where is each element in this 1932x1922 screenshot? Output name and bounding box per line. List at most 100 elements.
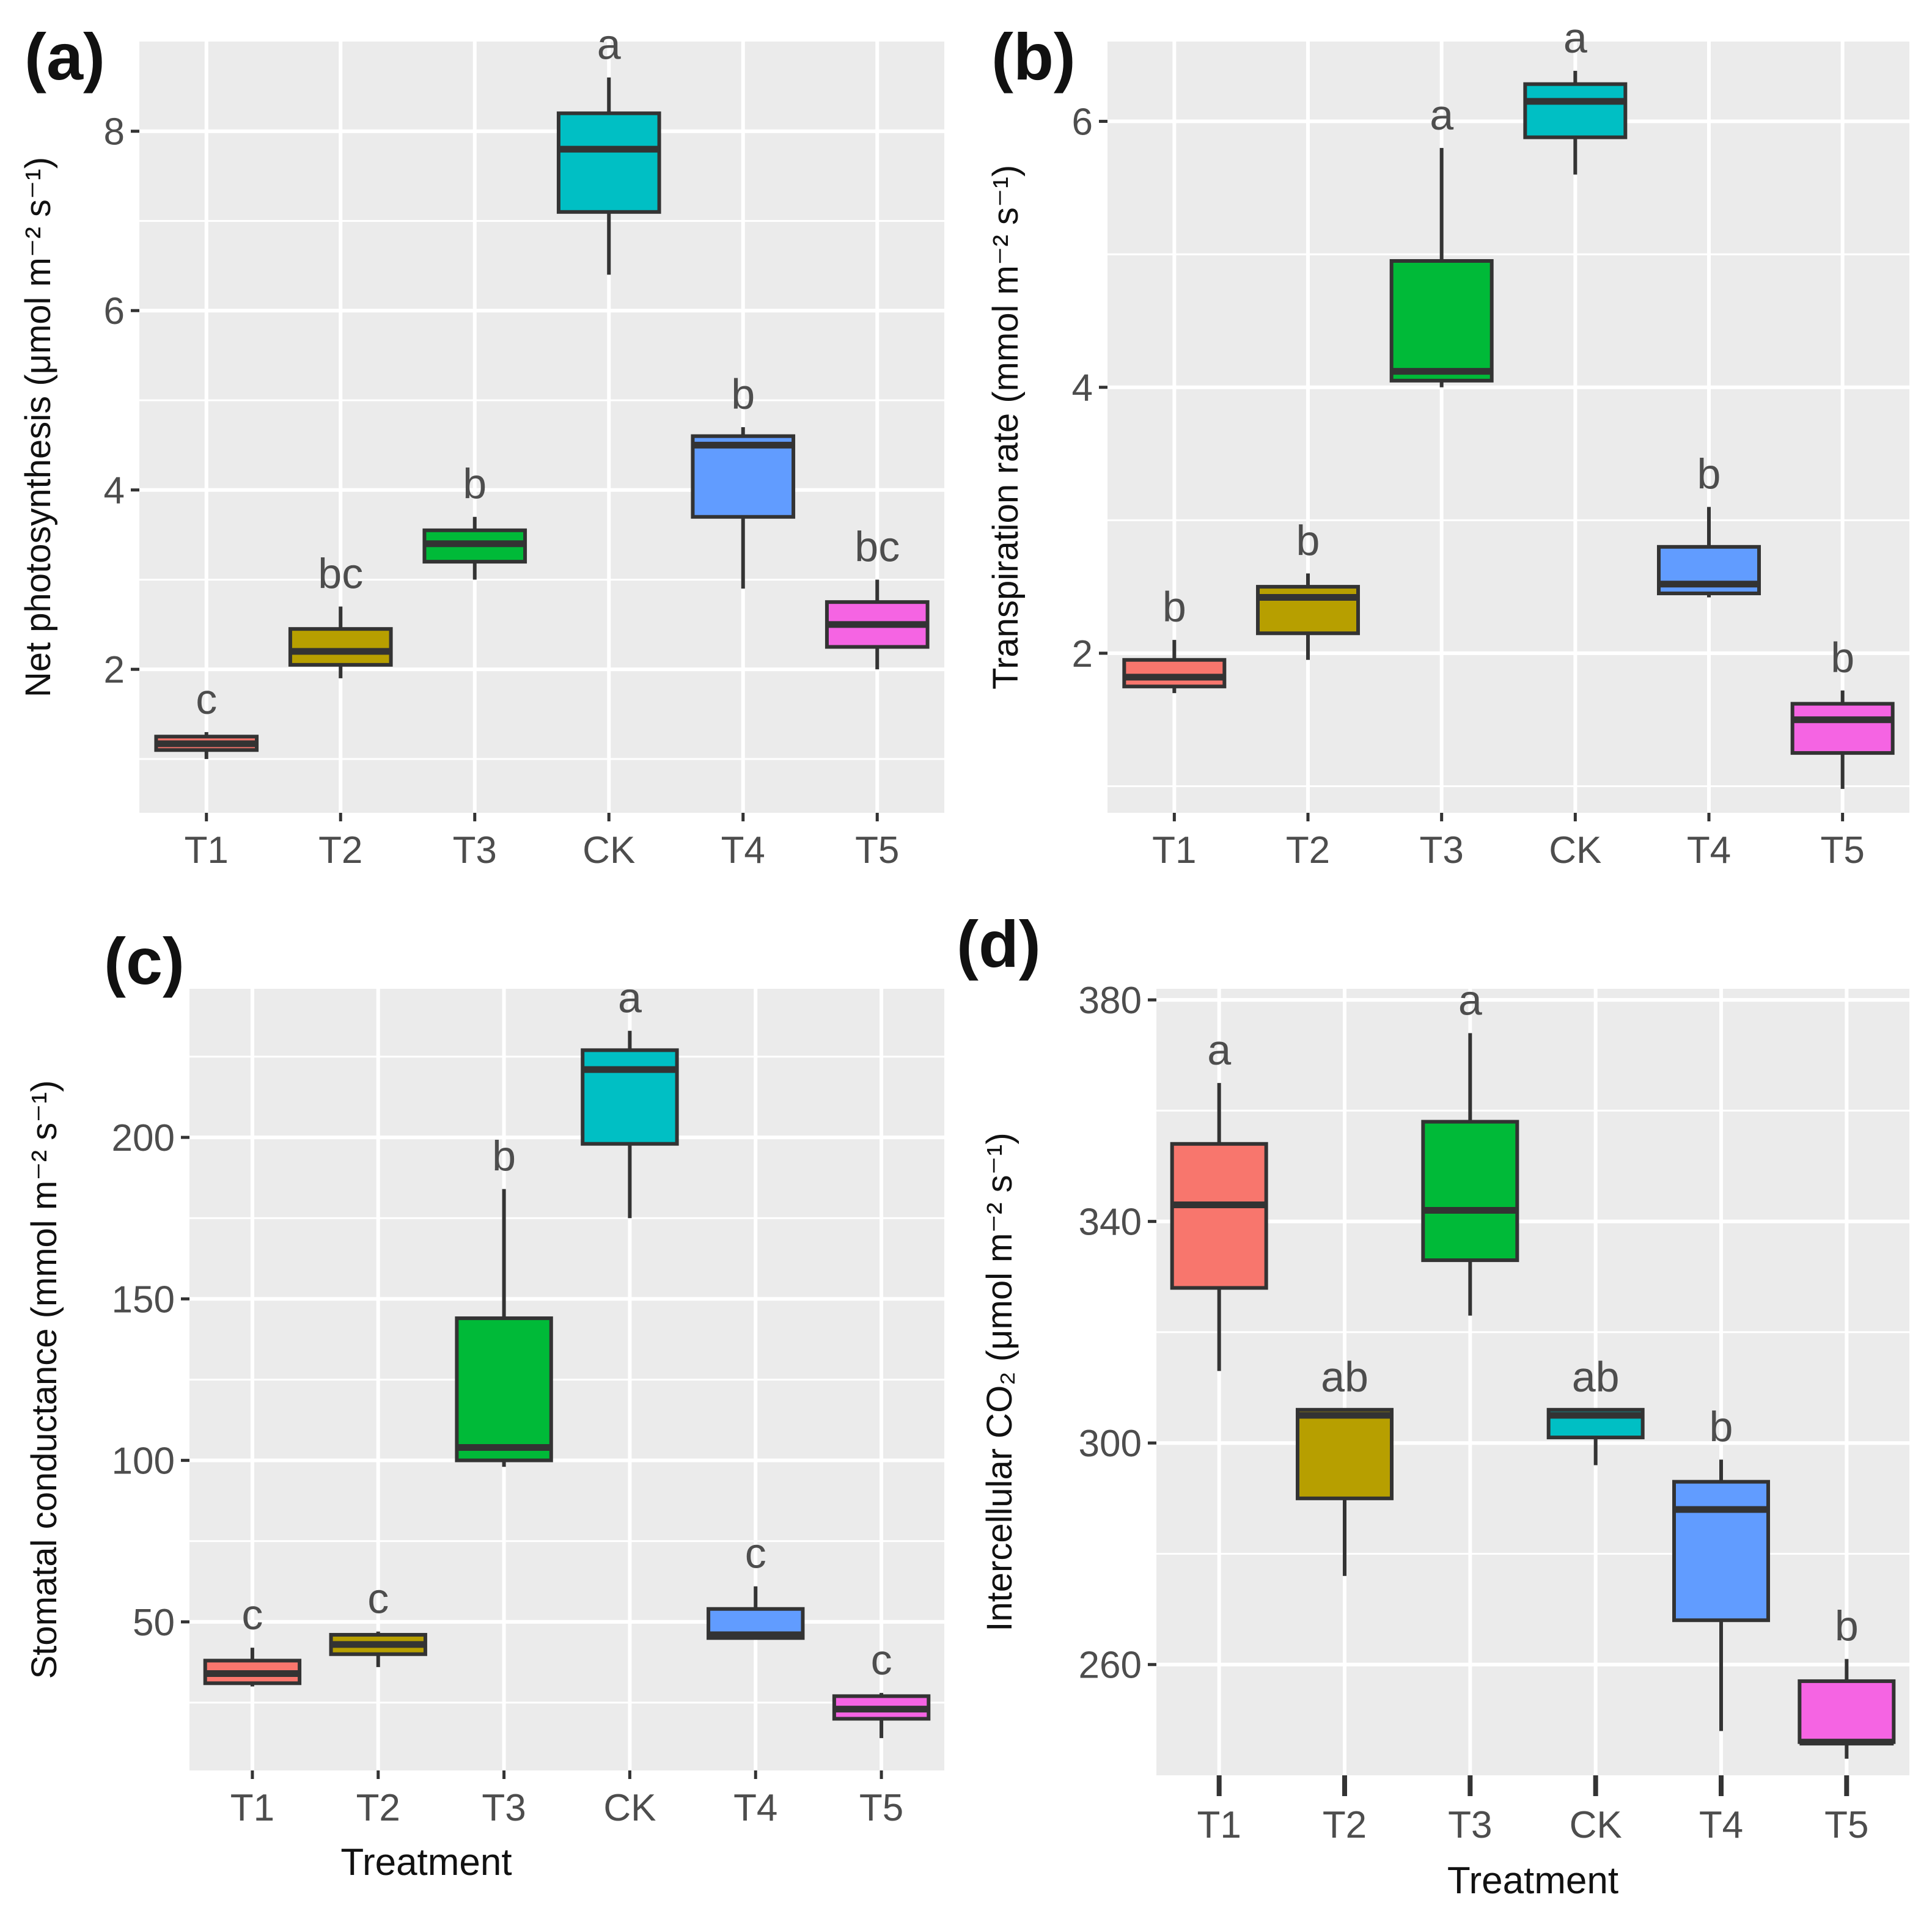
significance-label: a <box>618 974 642 1022</box>
panel-c-label: (c) <box>104 924 185 998</box>
box-iqr <box>581 1048 679 1146</box>
x-tick-label: T2 <box>356 1787 400 1829</box>
box-iqr <box>1389 259 1494 383</box>
panel-d-y-axis-title: Intercellular CO₂ (μmol m⁻² s⁻¹) <box>980 1132 1019 1631</box>
x-tick-label: T1 <box>230 1787 274 1829</box>
significance-label: bc <box>854 523 900 570</box>
box-t4 <box>691 427 796 589</box>
box-iqr <box>288 627 393 667</box>
y-tick-label: 8 <box>104 111 125 153</box>
significance-label: c <box>871 1636 892 1684</box>
panel-a: 2 4 6 8 T1 T2 T3 CK T4 T5 c bc b a b bc (a) Net photo… <box>18 20 944 871</box>
box-ck <box>581 1030 679 1219</box>
x-tick-label: T5 <box>859 1787 903 1829</box>
x-tick-label: T1 <box>1152 829 1196 871</box>
panel-a-y-ticks: 2 4 6 8 <box>104 111 139 691</box>
significance-label: b <box>731 370 755 418</box>
box-iqr <box>1672 1480 1770 1623</box>
box-t3 <box>1421 1033 1519 1316</box>
x-tick-label: T5 <box>1820 829 1864 871</box>
box-t4 <box>1672 1459 1770 1731</box>
box-iqr <box>455 1316 553 1462</box>
significance-label: ab <box>1572 1353 1620 1401</box>
box-iqr <box>1256 585 1360 636</box>
box-t2 <box>1296 1407 1394 1576</box>
significance-label: c <box>745 1530 766 1577</box>
y-tick-label: 200 <box>112 1117 175 1159</box>
box-ck <box>556 77 661 275</box>
x-tick-label: T2 <box>1323 1804 1367 1846</box>
box-t3 <box>1389 148 1494 387</box>
panel-b-significance-labels: b b a a b b <box>1163 14 1854 681</box>
y-tick-label: 6 <box>104 290 125 332</box>
significance-label: b <box>1163 583 1186 631</box>
y-tick-label: 6 <box>1072 101 1093 144</box>
panel-a-label: (a) <box>24 20 105 94</box>
panel-b-y-ticks: 2 4 6 <box>1072 101 1107 675</box>
box-t2 <box>288 606 393 678</box>
significance-label: b <box>1697 450 1721 498</box>
significance-label: b <box>463 460 487 508</box>
panel-a-y-axis-title: Net photosynthesis (μmol m⁻² s⁻¹) <box>18 157 58 697</box>
panel-a-x-ticks: T1 T2 T3 CK T4 T5 <box>185 813 899 871</box>
significance-label: b <box>1296 516 1320 564</box>
box-iqr <box>1523 82 1628 139</box>
x-tick-label: CK <box>1549 829 1601 871</box>
panel-a-plot-area <box>139 42 944 813</box>
y-tick-label: 340 <box>1079 1201 1142 1244</box>
x-tick-label: T4 <box>721 829 765 871</box>
panel-d-significance-labels: a ab a ab b b <box>1207 977 1859 1650</box>
y-tick-label: 50 <box>133 1602 175 1644</box>
significance-label: bc <box>318 549 363 597</box>
box-t4 <box>1657 507 1761 598</box>
y-tick-label: 380 <box>1079 980 1142 1022</box>
panel-a-boxes <box>154 77 930 759</box>
x-tick-label: T4 <box>733 1787 777 1829</box>
x-tick-label: T3 <box>1448 1804 1492 1846</box>
box-iqr <box>691 434 796 519</box>
significance-label: a <box>1207 1026 1231 1074</box>
panel-d: 260 300 340 380 T1 T2 T3 CK T4 T5 a ab a ab b b (d) I… <box>957 907 1909 1902</box>
x-tick-label: T2 <box>318 829 362 871</box>
panel-c-y-axis-title: Stomatal conductance (mmol m⁻² s⁻¹) <box>24 1080 64 1679</box>
panel-b-y-axis-title: Transpiration rate (mmol m⁻² s⁻¹) <box>986 165 1026 689</box>
box-iqr <box>1170 1142 1268 1290</box>
significance-label: b <box>1835 1602 1859 1650</box>
panel-c-y-ticks: 50 100 150 200 <box>112 1117 189 1644</box>
y-tick-label: 2 <box>1072 633 1093 675</box>
box-t1 <box>1170 1083 1268 1371</box>
panel-d-plot-area <box>1156 989 1909 1775</box>
panel-d-boxes <box>1170 1033 1896 1759</box>
panel-d-label: (d) <box>957 907 1041 981</box>
y-tick-label: 4 <box>1072 367 1093 409</box>
panel-c: 50 100 150 200 T1 T2 T3 CK T4 T5 c c b a c c (c) Stom… <box>24 924 944 1883</box>
significance-label: b <box>1831 634 1854 681</box>
box-t5 <box>825 579 930 670</box>
significance-label: c <box>241 1591 263 1638</box>
significance-label: ab <box>1321 1353 1368 1401</box>
x-tick-label: CK <box>582 829 635 871</box>
box-iqr <box>556 111 661 214</box>
box-iqr <box>1296 1407 1394 1500</box>
x-tick-label: T4 <box>1687 829 1731 871</box>
x-tick-label: T1 <box>185 829 229 871</box>
x-tick-label: CK <box>1570 1804 1622 1846</box>
x-tick-label: T4 <box>1699 1804 1743 1846</box>
significance-label: a <box>597 21 621 68</box>
box-t2 <box>329 1631 427 1667</box>
box-iqr <box>1798 1679 1896 1744</box>
significance-label: b <box>492 1132 516 1180</box>
x-tick-label: T3 <box>1419 829 1463 871</box>
panel-b-x-ticks: T1 T2 T3 CK T4 T5 <box>1152 813 1865 871</box>
x-tick-label: T5 <box>855 829 899 871</box>
box-iqr <box>1421 1120 1519 1263</box>
y-tick-label: 4 <box>104 470 125 512</box>
panel-d-x-ticks: T1 T2 T3 CK T4 T5 <box>1197 1775 1869 1846</box>
y-tick-label: 260 <box>1079 1645 1142 1687</box>
box-t1 <box>1122 640 1227 694</box>
box-iqr <box>1122 658 1227 689</box>
panel-c-significance-labels: c c b a c c <box>241 974 892 1684</box>
box-t3 <box>422 516 527 580</box>
x-tick-label: T3 <box>482 1787 526 1829</box>
